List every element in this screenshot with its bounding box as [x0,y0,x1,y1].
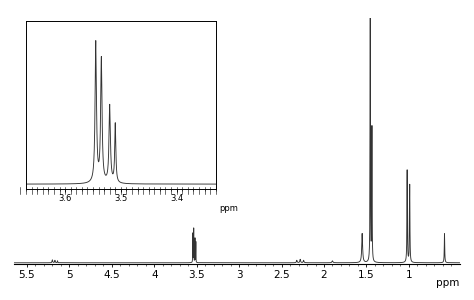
Text: ppm: ppm [437,278,460,287]
Text: ppm: ppm [219,204,238,213]
